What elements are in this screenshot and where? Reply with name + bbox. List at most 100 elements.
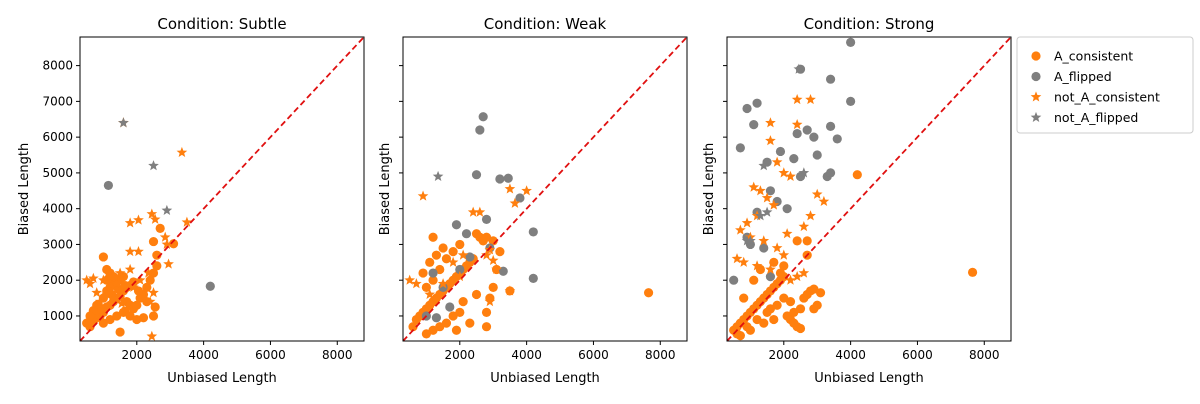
point-not-A-consistent	[735, 224, 746, 235]
y-tick-label: 1000	[42, 309, 73, 323]
point-A-consistent	[789, 307, 799, 317]
point-A-consistent	[488, 282, 498, 292]
x-tick-label: 4000	[511, 348, 542, 362]
point-not-A-consistent	[798, 267, 810, 278]
point-A-consistent	[769, 314, 779, 325]
point-not-A-consistent	[805, 93, 816, 105]
axes-frame	[79, 36, 365, 342]
legend-entry: not_A_flipped	[1030, 110, 1138, 125]
axes-frame	[726, 36, 1012, 342]
x-tick-label: 8000	[322, 348, 353, 362]
point-not-A-consistent	[104, 271, 116, 282]
point-not-A-consistent	[128, 281, 139, 292]
point-not-A-consistent	[778, 249, 790, 260]
point-not-A-consistent	[437, 278, 449, 289]
legend-frame	[1016, 36, 1194, 134]
point-not-A-consistent	[765, 263, 776, 274]
point-A-flipped	[765, 272, 776, 282]
point-A-flipped	[825, 168, 836, 178]
point-A-flipped	[809, 132, 819, 142]
point-not-A-consistent	[411, 278, 422, 289]
point-A-flipped	[752, 98, 762, 108]
point-A-consistent	[735, 331, 745, 341]
legend-label: A_consistent	[1054, 49, 1133, 64]
point-A-flipped	[451, 220, 462, 230]
point-not-A-consistent	[111, 278, 123, 289]
point-A-consistent	[779, 293, 789, 303]
panel-title: Condition: Subtle	[157, 15, 286, 33]
point-A-consistent	[421, 282, 431, 292]
point-not-A-consistent	[791, 119, 803, 130]
point-not-A-consistent	[431, 294, 442, 305]
legend-entry: A_consistent	[1031, 49, 1133, 64]
point-not-A-consistent	[404, 274, 416, 285]
point-not-A-consistent	[181, 216, 193, 227]
point-A-consistent	[431, 250, 442, 260]
point-not-A-flipped	[148, 160, 159, 171]
x-tick-label: 8000	[969, 348, 1000, 362]
point-A-consistent	[765, 304, 776, 314]
data-points	[81, 117, 215, 341]
panel-2: Condition: Weak 2000 4000 6000 8000 Unbiased …	[378, 15, 688, 386]
point-A-flipped	[475, 125, 485, 135]
point-not-A-consistent	[751, 260, 763, 271]
point-A-flipped	[729, 275, 739, 285]
point-A-flipped	[846, 37, 856, 47]
point-not-A-flipped	[798, 167, 810, 178]
point-A-flipped	[528, 273, 538, 284]
y-tick-label: 4000	[42, 202, 73, 216]
legend-label: not_A_consistent	[1054, 90, 1160, 105]
point-A-flipped	[478, 112, 488, 122]
y-axis-label: Biased Length	[378, 143, 393, 236]
diagonal-line	[727, 37, 1011, 341]
point-A-consistent	[769, 257, 779, 267]
x-tick-label: 6000	[255, 348, 286, 362]
diagonal-line	[403, 37, 687, 341]
panel-title: Condition: Strong	[804, 15, 935, 33]
point-A-flipped	[528, 227, 538, 237]
point-A-flipped	[428, 268, 438, 278]
point-A-flipped	[802, 125, 812, 135]
point-A-flipped	[465, 252, 475, 262]
point-A-flipped	[481, 214, 492, 224]
point-not-A-consistent	[509, 197, 521, 208]
point-not-A-consistent	[484, 296, 496, 307]
point-not-A-consistent	[504, 183, 516, 194]
point-not-A-consistent	[88, 272, 99, 283]
point-A-flipped	[735, 143, 745, 153]
point-A-flipped	[471, 170, 482, 180]
y-tick-label: 3000	[42, 237, 73, 251]
point-not-A-consistent	[785, 274, 796, 285]
point-not-A-consistent	[457, 249, 469, 260]
point-not-A-consistent	[755, 185, 766, 196]
point-A-consistent	[168, 239, 179, 249]
point-not-A-consistent	[81, 274, 93, 285]
point-not-A-consistent	[146, 208, 158, 219]
point-not-A-consistent	[417, 190, 429, 201]
point-not-A-consistent	[133, 245, 144, 257]
point-A-consistent	[802, 236, 812, 246]
point-not-A-consistent	[424, 288, 436, 300]
point-not-A-consistent	[94, 296, 106, 307]
point-A-consistent	[148, 311, 159, 321]
point-not-A-flipped	[432, 170, 444, 182]
point-not-A-consistent	[108, 292, 119, 303]
point-A-consistent	[155, 223, 165, 233]
point-A-flipped	[461, 229, 472, 239]
point-A-consistent	[795, 323, 806, 334]
point-not-A-consistent	[146, 330, 158, 341]
point-A-consistent	[133, 286, 144, 296]
legend-entry: A_flipped	[1031, 69, 1112, 84]
y-tick-label: 2000	[42, 273, 73, 287]
point-A-flipped	[103, 180, 113, 191]
x-tick-label: 2000	[445, 348, 476, 362]
point-not-A-consistent	[143, 267, 154, 278]
point-not-A-consistent	[798, 220, 810, 232]
point-A-consistent	[82, 318, 92, 328]
point-A-consistent	[749, 275, 759, 285]
point-A-consistent	[759, 318, 769, 328]
point-A-flipped	[846, 96, 856, 106]
y-axis-label: Biased Length	[17, 143, 32, 236]
point-A-consistent	[775, 268, 786, 278]
y-tick-label: 6000	[42, 130, 73, 144]
